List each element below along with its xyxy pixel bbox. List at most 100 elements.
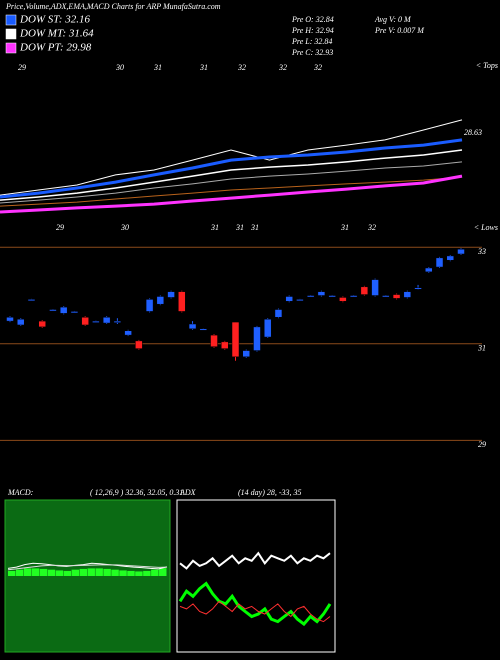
candle-body [6, 316, 14, 322]
candle-body [27, 299, 36, 302]
panel-subtitle: ( 12,26,9 ) 32.36, 32.05, 0.31 [90, 488, 183, 497]
histogram-bar [31, 568, 40, 576]
date-label: 32 [367, 223, 376, 232]
line [0, 176, 463, 207]
panel-title: MACD: [7, 488, 34, 497]
date-label: 31 [340, 223, 349, 232]
info-text: Pre H: 32.94 [291, 26, 334, 35]
candle-body [446, 255, 455, 261]
candle-body [306, 295, 315, 298]
info-text: Pre O: 32.84 [291, 15, 334, 24]
legend-swatch [5, 42, 17, 54]
candle-body [382, 295, 390, 298]
legend-label: DOW PT: 29.98 [19, 42, 92, 54]
histogram-bar [79, 568, 87, 576]
date-label: 29 [18, 63, 26, 72]
candle-body [199, 328, 208, 331]
legend-label: DOW ST: 32.16 [19, 14, 90, 26]
histogram-bar [39, 568, 48, 576]
date-label: 32 [278, 63, 287, 72]
legend-label: DOW MT: 31.64 [19, 28, 94, 40]
candle-body [274, 309, 283, 318]
line [7, 564, 168, 571]
line [179, 551, 331, 570]
date-label: 32 [237, 63, 246, 72]
candle-body [285, 296, 293, 302]
candle-body [317, 291, 326, 296]
line [179, 600, 331, 623]
histogram-bar [55, 570, 64, 576]
histogram-bar [151, 569, 159, 576]
histogram-bar [111, 569, 119, 576]
date-label: 31 [210, 223, 219, 232]
date-label: 31 [235, 223, 244, 232]
date-label: 30 [115, 63, 124, 72]
histogram-bar [95, 568, 103, 576]
date-label: 32 [313, 63, 322, 72]
candle-body [392, 294, 401, 299]
candle-body [92, 320, 100, 323]
candle-body [339, 297, 347, 302]
histogram-bar [23, 568, 32, 576]
candle-body [81, 316, 89, 326]
candle-body [49, 309, 57, 312]
candle-body [371, 279, 379, 296]
info-text: Pre L: 32.84 [291, 37, 332, 46]
y-tick-label: 29 [478, 440, 486, 449]
candle-body [188, 323, 197, 330]
candle-body [70, 311, 79, 314]
histogram-bar [87, 568, 95, 576]
line [0, 174, 463, 214]
date-label: 31 [250, 223, 259, 232]
candle-body [457, 248, 465, 255]
candle-body [328, 295, 336, 298]
histogram-bar [63, 570, 72, 576]
line [0, 138, 463, 199]
candle-body [210, 334, 218, 347]
candle-body [156, 296, 165, 305]
candle-body [113, 320, 122, 323]
line [0, 119, 463, 196]
candle-body [360, 286, 369, 295]
panel-title: ADX [179, 488, 197, 497]
histogram-bar [47, 569, 56, 576]
info-text: Avg V: 0 M [374, 15, 412, 24]
candle-body [414, 287, 422, 290]
candle-body [38, 320, 46, 328]
histogram-bar [135, 571, 143, 576]
info-text: Pre V: 0.007 M [374, 26, 425, 35]
histogram-bar [143, 570, 151, 576]
histogram-bar [127, 570, 135, 576]
candle-body [167, 291, 175, 298]
histogram-bar [8, 570, 16, 576]
lows-label: < Lows [474, 223, 498, 232]
line [0, 149, 463, 201]
candle-body [242, 350, 250, 358]
date-label: 31 [153, 63, 162, 72]
candle-body [59, 306, 68, 314]
line [0, 161, 463, 204]
candle-body [435, 257, 444, 268]
candle-body [296, 299, 304, 302]
annotation: 28.63 [464, 128, 482, 137]
histogram-bar [71, 569, 80, 576]
candle-body [403, 291, 412, 298]
panel-subtitle: (14 day) 28, -33, 35 [238, 488, 302, 497]
candle-body [135, 340, 143, 349]
candle-body [145, 299, 154, 312]
histogram-bar [119, 570, 127, 576]
line [7, 562, 168, 570]
legend-swatch [5, 14, 17, 26]
panel [176, 499, 336, 653]
candle-body [16, 318, 25, 326]
page-title: Price,Volume,ADX,EMA,MACD Charts for ARP… [5, 2, 221, 11]
date-label: 31 [199, 63, 208, 72]
candle-body [349, 295, 358, 298]
y-tick-label: 31 [477, 344, 486, 353]
histogram-bar [15, 569, 24, 576]
candle-body [124, 330, 132, 336]
candle-body [231, 321, 240, 358]
histogram-bar [159, 568, 167, 576]
